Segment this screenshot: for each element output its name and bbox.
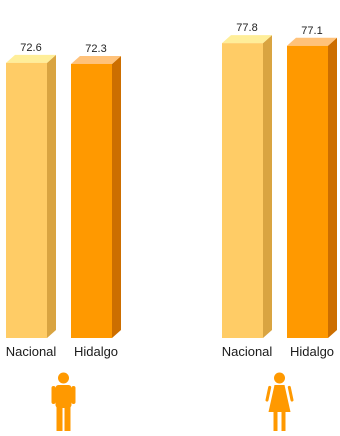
bar-side	[328, 37, 337, 338]
bar-front	[287, 45, 328, 338]
bar-nacional	[222, 35, 272, 338]
bar-side	[47, 54, 56, 338]
bar-hidalgo	[71, 55, 121, 338]
category-label: Hidalgo	[74, 344, 118, 359]
bar-top	[222, 35, 272, 44]
data-label: 72.3	[85, 43, 106, 55]
bar-top	[6, 54, 56, 63]
bar-side	[112, 55, 121, 338]
category-label: Hidalgo	[290, 344, 334, 359]
female-person-icon	[265, 372, 294, 431]
bar-front	[71, 63, 112, 338]
bar-front	[6, 62, 47, 338]
bar-front	[222, 43, 263, 338]
bar-top	[71, 55, 121, 64]
bar-side	[263, 35, 272, 338]
category-label: Nacional	[222, 344, 273, 359]
data-label: 77.1	[301, 25, 322, 37]
bar-nacional	[6, 54, 56, 338]
data-label: 72.6	[20, 42, 41, 54]
bar-top	[287, 37, 337, 46]
category-label: Nacional	[6, 344, 57, 359]
bar-hidalgo	[287, 37, 337, 338]
data-label: 77.8	[236, 22, 257, 34]
male-person-icon	[51, 372, 76, 431]
